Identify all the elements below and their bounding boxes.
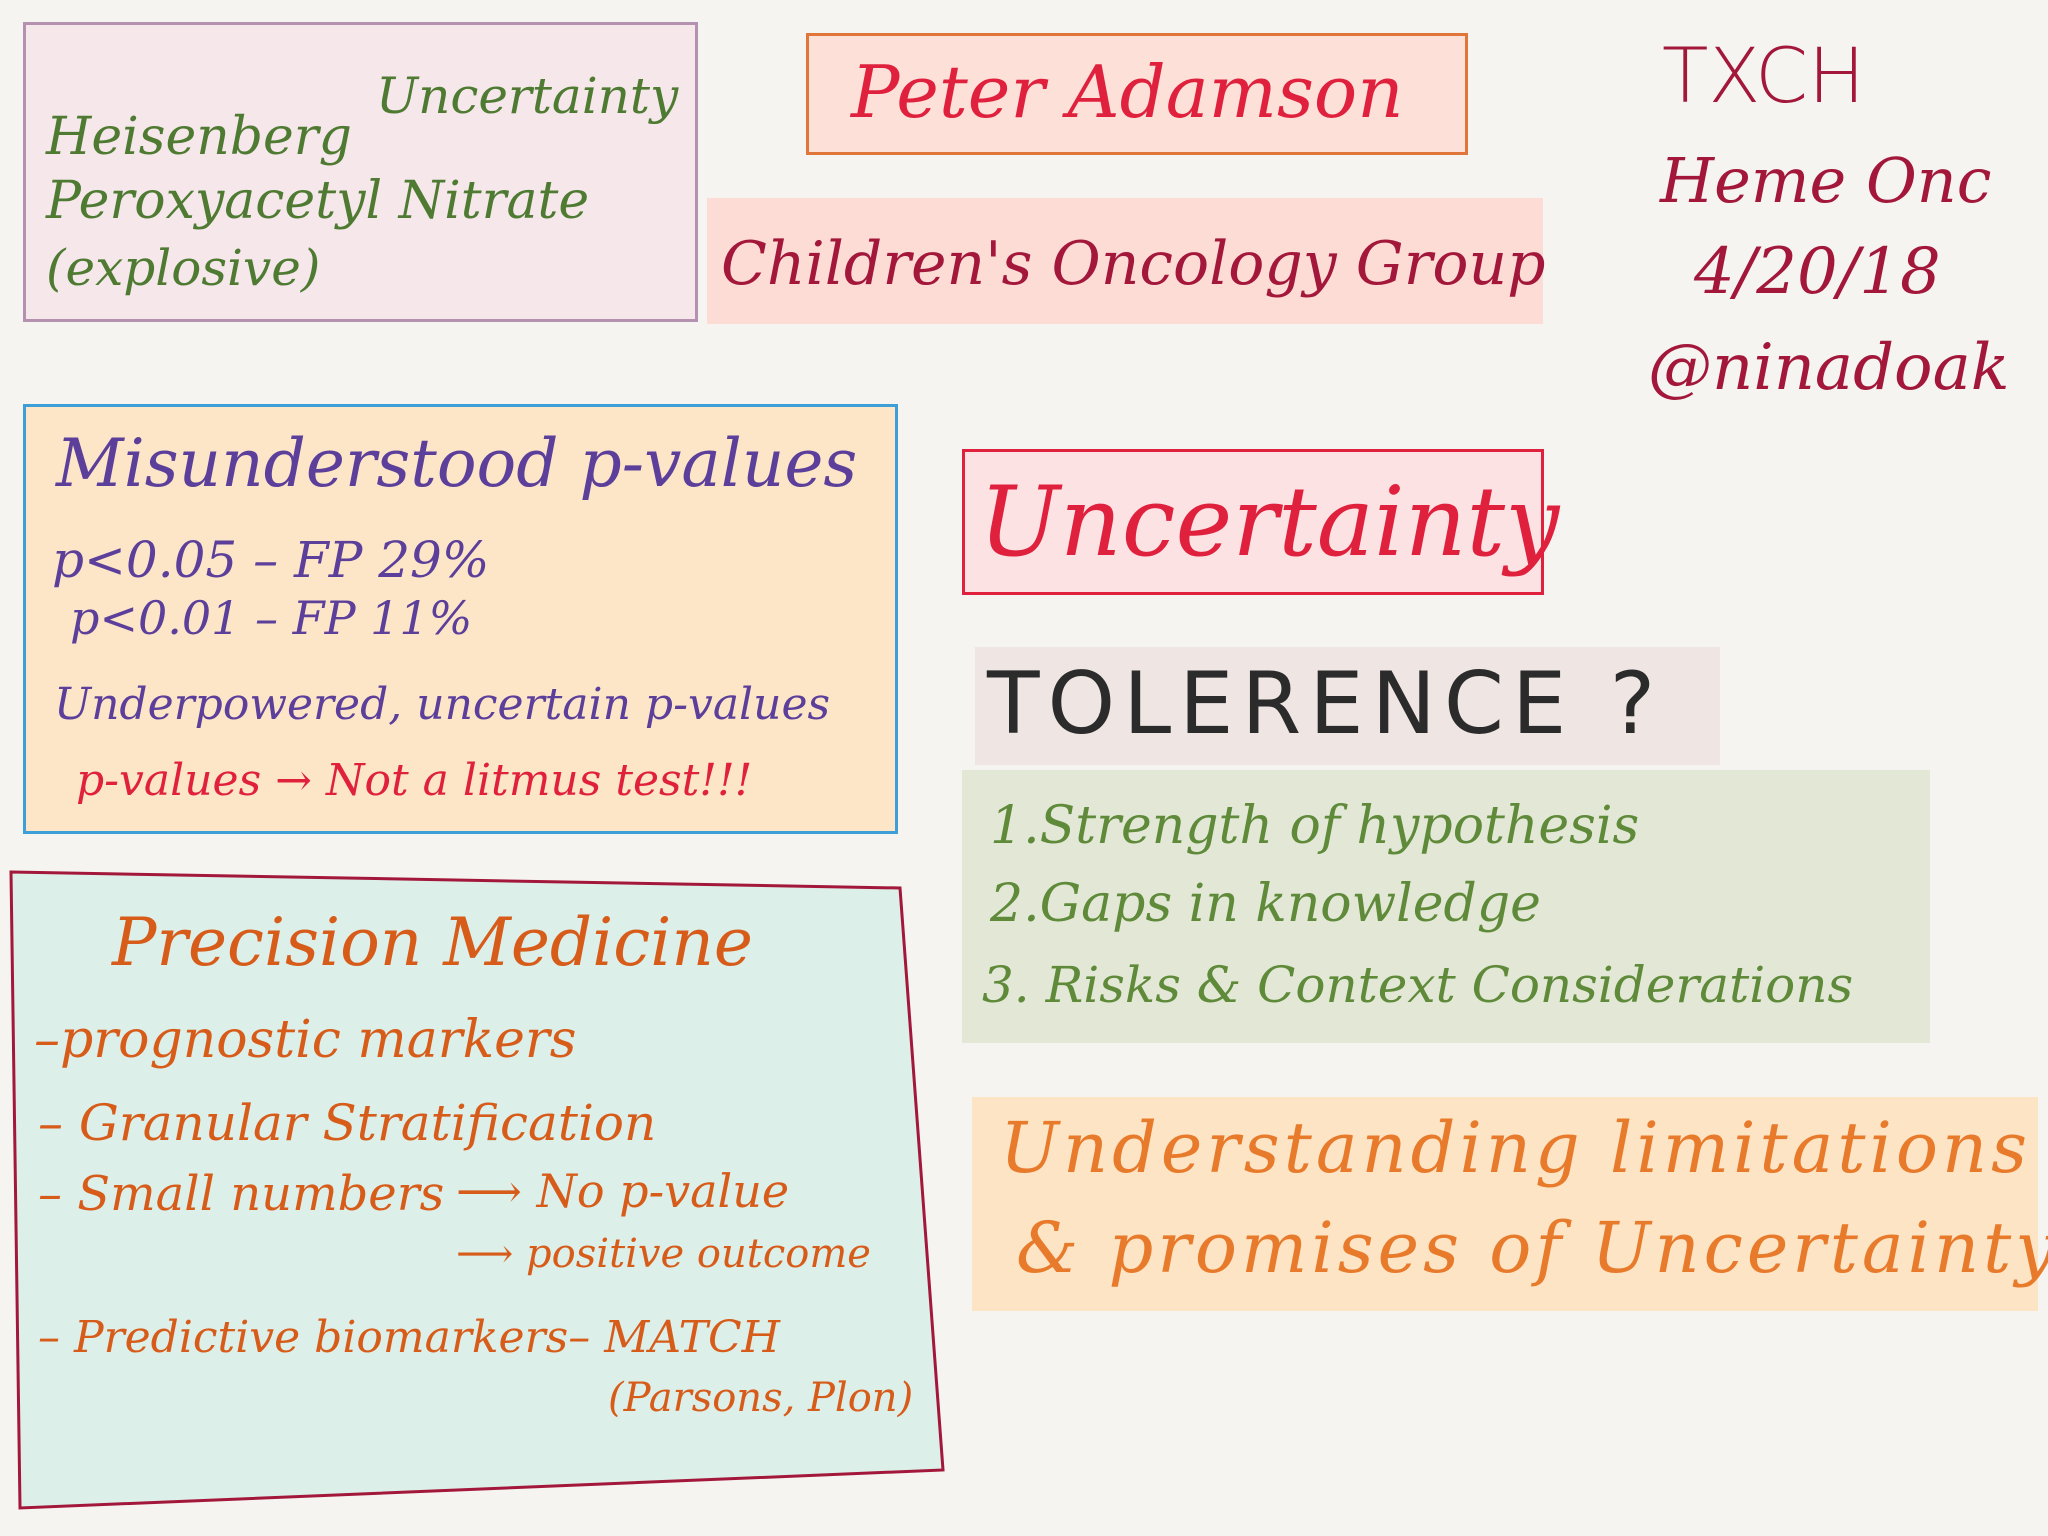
no-pvalue: ⟶ No p-value xyxy=(456,1164,790,1218)
match-authors: (Parsons, Plon) xyxy=(608,1375,914,1421)
heisenberg-note: Heisenberg Uncertainty Peroxyacetyl Nitr… xyxy=(23,22,698,322)
speaker-name-box: Peter Adamson xyxy=(806,33,1468,155)
precision-medicine-note: Precision Medicine –prognostic markers –… xyxy=(8,870,946,1510)
pvalues-note: Misunderstood p-values p<0.05 – FP 29% p… xyxy=(23,404,898,834)
prognostic-markers: –prognostic markers xyxy=(34,1010,577,1070)
factor-2: 2.Gaps in knowledge xyxy=(990,874,1541,934)
tolerence-box: TOLERENCE ? xyxy=(975,647,1720,765)
event-date: 4/20/18 xyxy=(1694,235,1941,309)
small-numbers: – Small numbers xyxy=(38,1166,445,1222)
organization-name: Children's Oncology Group xyxy=(721,229,1546,299)
pvalue-005-line: p<0.05 – FP 29% xyxy=(52,531,490,589)
litmus-test-line: p-values → Not a litmus test!!! xyxy=(76,755,753,806)
explosive-note: (explosive) xyxy=(46,239,321,297)
heisenberg-word: Heisenberg xyxy=(46,107,352,167)
twitter-handle: @ninadoak xyxy=(1648,331,2010,405)
tolerence-title: TOLERENCE ? xyxy=(987,654,1664,754)
uncertainty-word: Uncertainty xyxy=(376,67,679,125)
underpowered-line: Underpowered, uncertain p-values xyxy=(54,679,831,730)
venue: TXCH xyxy=(1662,31,1866,120)
understanding-line1: Understanding limitations xyxy=(1000,1107,2032,1189)
pvalue-001-line: p<0.01 – FP 11% xyxy=(70,591,473,645)
organization-banner: Children's Oncology Group xyxy=(707,198,1546,324)
uncertainty-title: Uncertainty xyxy=(979,466,1560,578)
peroxyacetyl-nitrate: Peroxyacetyl Nitrate xyxy=(46,171,590,231)
predictive-biomarkers: – Predictive biomarkers– MATCH xyxy=(38,1312,781,1363)
granular-stratification: – Granular Stratification xyxy=(38,1094,657,1152)
precision-box-shape xyxy=(9,870,945,1510)
uncertainty-box: Uncertainty xyxy=(962,449,1559,595)
factor-1: 1.Strength of hypothesis xyxy=(990,796,1640,856)
factor-3: 3. Risks & Context Considerations xyxy=(982,956,1854,1014)
pvalues-title: Misunderstood p-values xyxy=(56,425,858,502)
speaker-name: Peter Adamson xyxy=(851,50,1404,134)
understanding-line2: & promises of Uncertainty xyxy=(1016,1207,2048,1289)
understanding-box: Understanding limitations & promises of … xyxy=(972,1097,2048,1311)
precision-title: Precision Medicine xyxy=(112,904,753,981)
department: Heme Onc xyxy=(1660,144,1992,217)
positive-outcome: ⟶ positive outcome xyxy=(456,1231,871,1277)
tolerence-factors: 1.Strength of hypothesis 2.Gaps in knowl… xyxy=(962,770,1930,1043)
